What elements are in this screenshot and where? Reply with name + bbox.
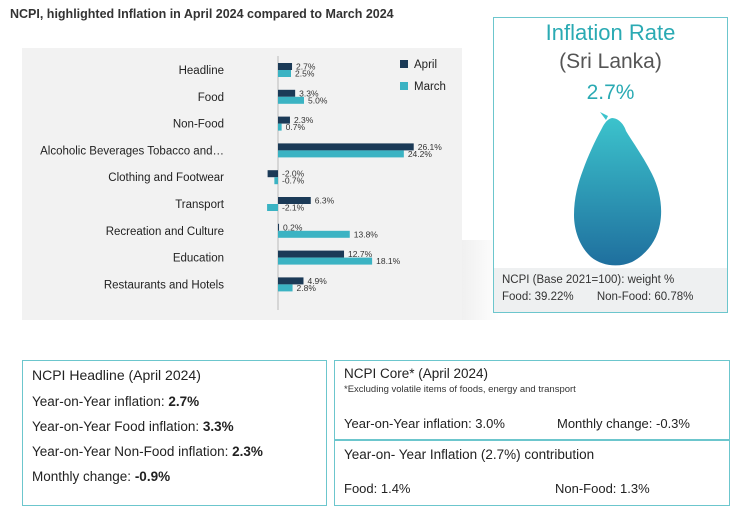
data-label-march: 2.8% xyxy=(297,283,317,293)
bar-march xyxy=(278,70,291,77)
headline-food: Year-on-Year Food inflation: 3.3% xyxy=(32,419,234,434)
inflation-rate-card: Inflation Rate (Sri Lanka) 2.7% NCPI (Ba… xyxy=(493,17,728,313)
bar-april xyxy=(278,250,345,258)
bar-april xyxy=(267,170,278,178)
headline-yoy: Year-on-Year inflation: 2.7% xyxy=(32,394,200,409)
legend-swatch-march xyxy=(400,82,408,90)
core-box-note: *Excluding volatile items of foods, ener… xyxy=(344,384,576,395)
data-label-march: 24.2% xyxy=(408,149,433,159)
category-label: Headline xyxy=(179,65,224,77)
data-label-march: 5.0% xyxy=(308,95,328,105)
bar-chart-panel: Headline 2.7% 2.5% Food 3.3% 5.0% Non-Food 2.3%… xyxy=(22,48,462,320)
nonfood-weight: Non-Food: 60.78% xyxy=(596,291,694,303)
food-weight: Food: 39.22% xyxy=(502,291,574,303)
headline-nonfood: Year-on-Year Non-Food inflation: 2.3% xyxy=(32,444,263,459)
data-label-march: -2.1% xyxy=(282,203,305,213)
bar-april xyxy=(278,223,280,231)
data-label-april: -2.0% xyxy=(282,169,305,179)
category-label: Alcoholic Beverages Tobacco and… xyxy=(40,145,224,157)
core-yoy: Year-on-Year inflation: 3.0% xyxy=(344,416,505,431)
data-label-march: 0.7% xyxy=(286,122,306,132)
bar-march xyxy=(278,284,293,292)
legend-label-april: April xyxy=(414,59,437,71)
data-label-april: 6.3% xyxy=(315,196,335,206)
contribution-box: Year-on- Year Inflation (2.7%) contribut… xyxy=(334,440,730,506)
core-monthly: Monthly change: -0.3% xyxy=(557,416,690,431)
category-label: Education xyxy=(173,253,224,265)
headline-monthly: Monthly change: -0.9% xyxy=(32,469,171,484)
chart-title: NCPI, highlighted Inflation in April 202… xyxy=(10,7,394,21)
bar-march xyxy=(278,230,350,238)
category-label: Restaurants and Hotels xyxy=(104,279,224,291)
bar-chart: Headline 2.7%2.5% Food 3.3%5.0% Non-Food 2.3%… xyxy=(40,56,446,310)
core-box-heading: NCPI Core* (April 2024) xyxy=(344,366,489,381)
ncpi-weights: NCPI (Base 2021=100): weight % Food: 39.… xyxy=(494,268,727,312)
contribution-heading: Year-on- Year Inflation (2.7%) contribut… xyxy=(344,447,595,462)
data-label-march: 13.8% xyxy=(354,229,379,239)
bar-april xyxy=(278,143,414,151)
ncpi-core-box: NCPI Core* (April 2024) *Excluding volat… xyxy=(334,360,730,440)
inflation-card-title: Inflation Rate xyxy=(545,20,676,45)
category-label: Food xyxy=(198,92,224,104)
data-label-march: -0.7% xyxy=(282,176,305,186)
headline-box-heading: NCPI Headline (April 2024) xyxy=(32,367,201,383)
bar-march xyxy=(278,96,304,104)
inflation-card-country: (Sri Lanka) xyxy=(559,50,662,73)
bar-april xyxy=(278,197,311,204)
data-label-april: 2.7% xyxy=(296,62,316,72)
data-label-march: 2.5% xyxy=(295,69,315,79)
bar-april xyxy=(278,277,304,285)
bar-march xyxy=(267,204,278,211)
bar-march xyxy=(278,123,282,131)
data-label-april: 3.3% xyxy=(299,88,319,98)
contribution-food: Food: 1.4% xyxy=(344,481,411,496)
inflation-card-value: 2.7% xyxy=(586,81,635,104)
data-label-march: 18.1% xyxy=(376,256,401,266)
bar-march xyxy=(278,257,373,265)
category-label: Clothing and Footwear xyxy=(108,172,224,184)
category-label: Transport xyxy=(175,199,225,211)
bar-april xyxy=(278,89,296,97)
data-label-april: 26.1% xyxy=(418,142,443,152)
data-label-april: 12.7% xyxy=(348,249,373,259)
data-label-april: 4.9% xyxy=(307,276,327,286)
contribution-nonfood: Non-Food: 1.3% xyxy=(555,481,650,496)
ncpi-weight-values: Food: 39.22% Non-Food: 60.78% xyxy=(502,289,719,306)
ncpi-headline-box: NCPI Headline (April 2024) Year-on-Year … xyxy=(22,360,327,506)
bar-april xyxy=(278,116,290,124)
bar-march xyxy=(274,177,278,185)
category-label: Recreation and Culture xyxy=(106,226,224,238)
bar-march xyxy=(278,150,404,158)
category-label: Non-Food xyxy=(173,119,224,131)
legend-label-march: March xyxy=(414,81,446,93)
data-label-april: 0.2% xyxy=(283,222,303,232)
data-label-april: 2.3% xyxy=(294,115,314,125)
ncpi-weight-label: NCPI (Base 2021=100): weight % xyxy=(502,274,675,286)
sri-lanka-map-icon xyxy=(574,112,662,266)
bar-april xyxy=(278,63,293,70)
legend-swatch-april xyxy=(400,60,408,68)
